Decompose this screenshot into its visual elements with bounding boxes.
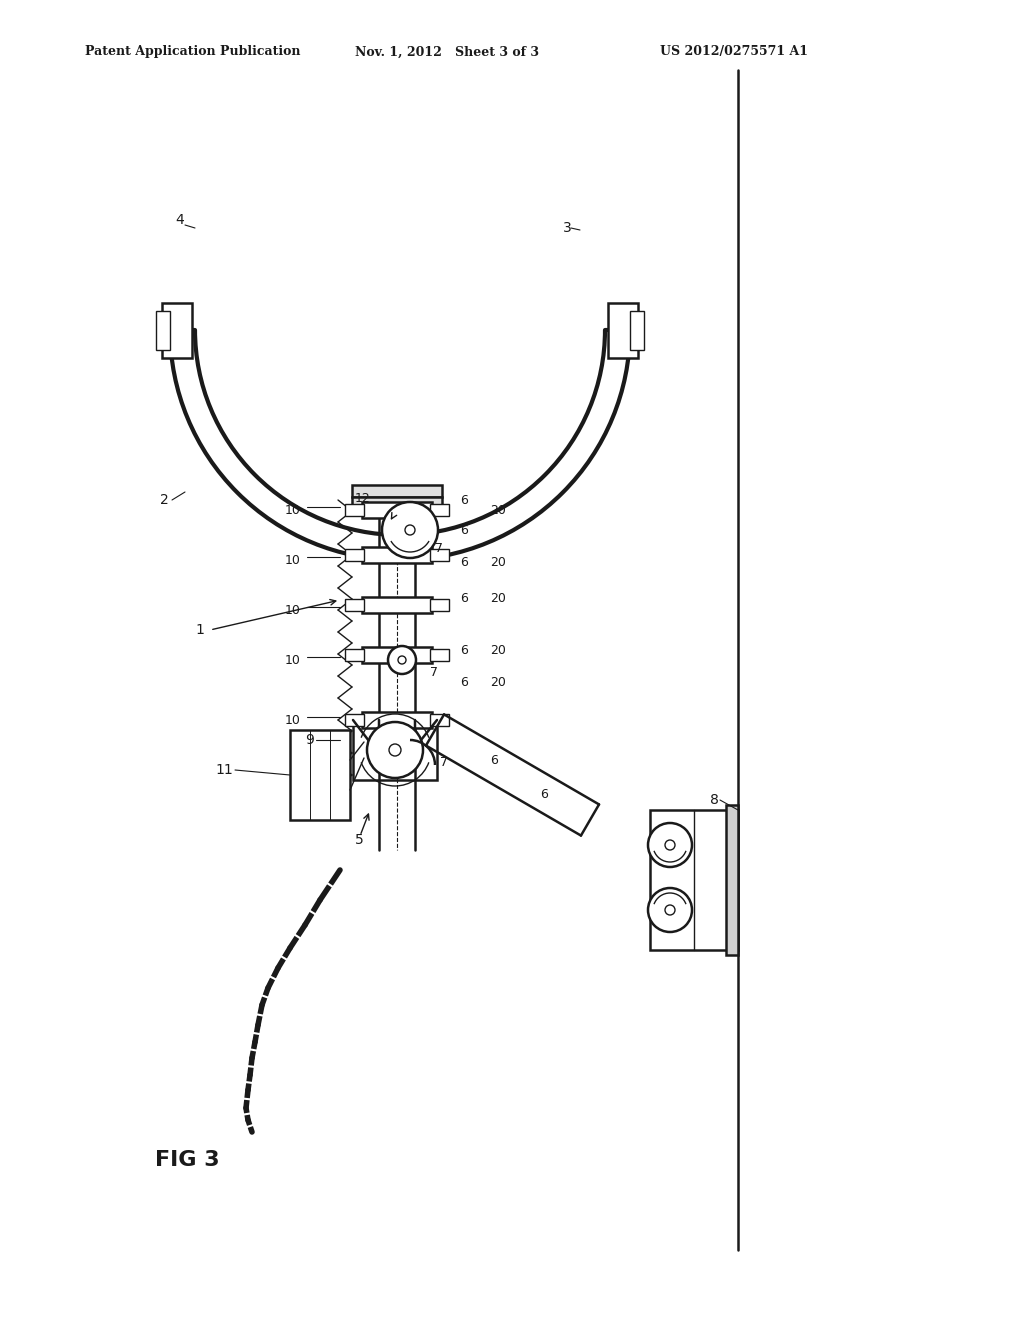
Bar bbox=[430, 599, 449, 611]
Text: 20: 20 bbox=[490, 676, 506, 689]
Text: 10: 10 bbox=[285, 503, 301, 516]
Bar bbox=[430, 504, 449, 516]
Bar bbox=[608, 304, 638, 358]
Text: 7: 7 bbox=[440, 755, 449, 768]
Circle shape bbox=[665, 840, 675, 850]
Text: 6: 6 bbox=[460, 557, 468, 569]
Text: 10: 10 bbox=[285, 603, 301, 616]
Text: 10: 10 bbox=[285, 553, 301, 566]
Circle shape bbox=[388, 645, 416, 675]
Text: 7: 7 bbox=[430, 665, 438, 678]
Bar bbox=[345, 504, 364, 516]
Bar bbox=[362, 711, 432, 729]
Text: 6: 6 bbox=[490, 754, 498, 767]
Bar bbox=[290, 730, 350, 820]
Text: 5: 5 bbox=[355, 833, 364, 847]
Text: 6: 6 bbox=[460, 591, 468, 605]
Text: 10: 10 bbox=[285, 714, 301, 726]
Text: US 2012/0275571 A1: US 2012/0275571 A1 bbox=[660, 45, 808, 58]
Bar bbox=[345, 549, 364, 561]
Text: 20: 20 bbox=[490, 557, 506, 569]
Text: 20: 20 bbox=[490, 503, 506, 516]
Bar bbox=[352, 498, 442, 510]
Text: 3: 3 bbox=[563, 220, 571, 235]
Bar bbox=[362, 597, 432, 612]
Bar bbox=[430, 649, 449, 661]
Bar bbox=[352, 484, 442, 498]
Text: 10: 10 bbox=[285, 653, 301, 667]
Bar bbox=[650, 810, 738, 950]
Bar bbox=[345, 599, 364, 611]
Text: 20: 20 bbox=[490, 644, 506, 656]
Bar bbox=[156, 312, 170, 350]
Circle shape bbox=[398, 656, 406, 664]
Circle shape bbox=[648, 822, 692, 867]
Circle shape bbox=[665, 906, 675, 915]
Text: Patent Application Publication: Patent Application Publication bbox=[85, 45, 300, 58]
Text: 6: 6 bbox=[460, 676, 468, 689]
Text: 4: 4 bbox=[175, 213, 183, 227]
Circle shape bbox=[389, 744, 401, 756]
Text: 8: 8 bbox=[710, 793, 719, 807]
Text: 12: 12 bbox=[355, 491, 371, 504]
Circle shape bbox=[406, 525, 415, 535]
Text: 6: 6 bbox=[460, 494, 468, 507]
Text: 2: 2 bbox=[160, 492, 169, 507]
Bar bbox=[430, 714, 449, 726]
Bar bbox=[353, 719, 437, 780]
Text: 9: 9 bbox=[305, 733, 314, 747]
Bar bbox=[630, 312, 644, 350]
Text: FIG 3: FIG 3 bbox=[155, 1150, 219, 1170]
Text: 6: 6 bbox=[460, 644, 468, 656]
Text: 7: 7 bbox=[435, 541, 443, 554]
Text: Nov. 1, 2012   Sheet 3 of 3: Nov. 1, 2012 Sheet 3 of 3 bbox=[355, 45, 539, 58]
Circle shape bbox=[648, 888, 692, 932]
Bar bbox=[345, 649, 364, 661]
Text: 11: 11 bbox=[215, 763, 232, 777]
Bar bbox=[162, 304, 193, 358]
Bar bbox=[345, 714, 364, 726]
Text: 20: 20 bbox=[490, 591, 506, 605]
Bar bbox=[362, 647, 432, 663]
Text: 6: 6 bbox=[460, 524, 468, 536]
Text: 6: 6 bbox=[540, 788, 548, 801]
Bar bbox=[362, 546, 432, 564]
Circle shape bbox=[367, 722, 423, 777]
Bar bbox=[362, 502, 432, 517]
Bar bbox=[726, 805, 738, 954]
Text: 1: 1 bbox=[195, 623, 204, 638]
Circle shape bbox=[382, 502, 438, 558]
Bar bbox=[430, 549, 449, 561]
